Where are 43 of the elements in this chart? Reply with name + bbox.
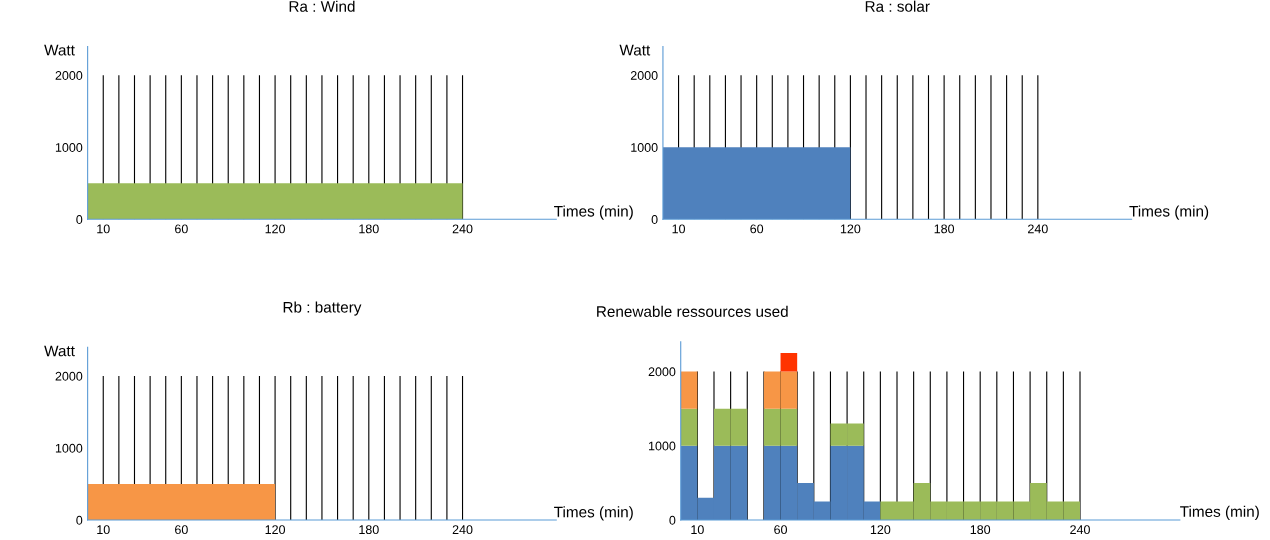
x-tick-label: 120	[265, 525, 286, 535]
chart-title: Rb : battery	[283, 301, 362, 316]
x-tick-label: 180	[359, 224, 379, 234]
y-tick-label: 2000	[648, 367, 676, 377]
y-tick-label: 1000	[631, 143, 658, 152]
x-tick-label: 10	[97, 525, 110, 535]
y-axis-title: Watt	[619, 44, 651, 56]
x-tick-label: 60	[774, 525, 788, 535]
x-axis-title: Times (min)	[554, 506, 633, 521]
y-tick-label: 1000	[649, 441, 676, 451]
chart-title: Ra : solar	[865, 0, 930, 12]
y-tick-label: 1000	[55, 443, 83, 453]
x-tick-label: 10	[672, 224, 686, 234]
y-tick-label: 2000	[630, 71, 658, 80]
x-tick-label: 60	[750, 224, 764, 234]
y-tick-label: 2000	[55, 71, 83, 80]
chart-title: Ra : Wind	[289, 0, 355, 12]
x-tick-label: 120	[265, 224, 286, 234]
y-tick-label: 0	[651, 215, 658, 224]
y-tick-label: 0	[76, 215, 83, 224]
x-tick-label: 180	[934, 224, 955, 234]
x-tick-label: 240	[1070, 525, 1090, 535]
x-tick-label: 240	[452, 525, 473, 535]
y-tick-label: 0	[669, 515, 676, 525]
x-axis-title: Times (min)	[1129, 205, 1209, 220]
x-tick-label: 60	[175, 525, 188, 535]
y-tick-label: 2000	[55, 371, 83, 381]
x-tick-label: 120	[840, 224, 861, 234]
x-tick-label: 240	[1028, 224, 1048, 234]
x-tick-label: 180	[359, 525, 379, 535]
chart-title: Renewable ressources used	[597, 305, 788, 317]
x-tick-label: 10	[691, 525, 704, 535]
x-axis-title: Times (min)	[1180, 505, 1259, 520]
y-tick-label: 0	[76, 515, 83, 525]
x-axis-title: Times (min)	[554, 205, 633, 220]
y-tick-label: 1000	[55, 143, 83, 152]
x-tick-label: 120	[870, 525, 891, 535]
y-axis-title: Watt	[44, 345, 75, 357]
x-tick-label: 10	[97, 224, 110, 234]
x-tick-label: 240	[452, 224, 473, 234]
x-tick-label: 60	[175, 224, 188, 234]
x-tick-label: 180	[970, 525, 991, 535]
y-axis-title: Watt	[44, 44, 75, 56]
